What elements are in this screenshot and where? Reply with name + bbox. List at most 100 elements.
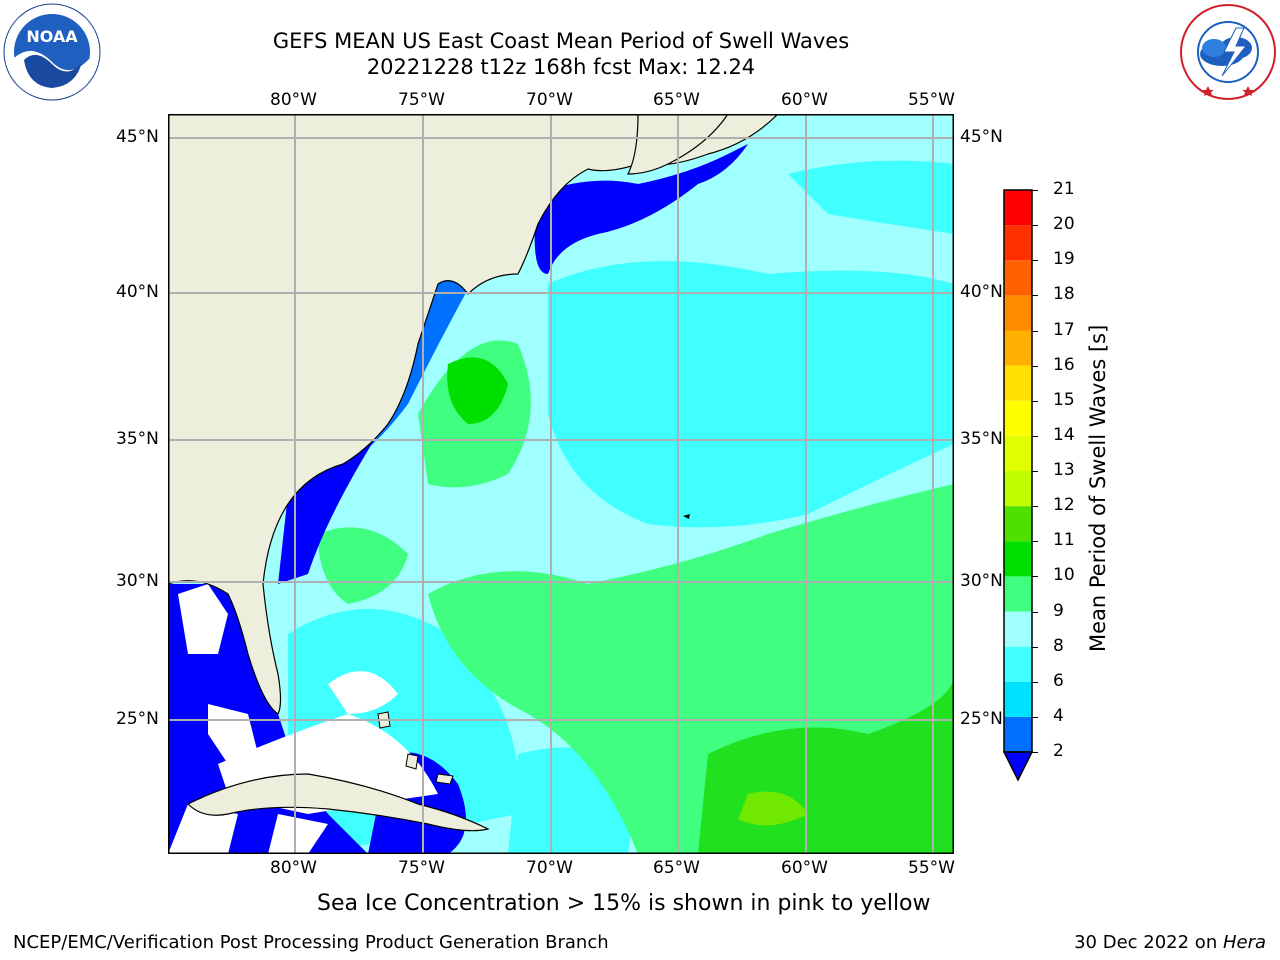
lat-tick-right-30n: 30°N xyxy=(960,571,1003,591)
colorbar-swatch-19 xyxy=(1004,225,1032,261)
lat-tick-right-25n: 25°N xyxy=(960,709,1003,729)
colorbar-swatch-15 xyxy=(1004,365,1032,401)
colorbar-swatch-20 xyxy=(1004,190,1032,226)
colorbar-tick-4 xyxy=(1032,716,1038,718)
lon-tick-top-70w: 70°W xyxy=(526,90,573,110)
colorbar-extend-min xyxy=(1002,751,1034,782)
footer-date: 30 Dec 2022 on xyxy=(1074,932,1223,953)
colorbar-tick-13 xyxy=(1032,471,1038,472)
colorbar-tick-2 xyxy=(1032,752,1038,753)
colorbar-swatch-9 xyxy=(1004,576,1032,612)
colorbar-swatch-10 xyxy=(1004,541,1032,577)
colorbar-tick-16 xyxy=(1032,365,1038,367)
colorbar-swatch-17 xyxy=(1004,295,1032,331)
colorbar-tick-8 xyxy=(1032,646,1038,648)
gridlines xyxy=(168,114,954,854)
lon-tick-top-80w: 80°W xyxy=(270,90,317,110)
region-gulfstream-peak xyxy=(447,357,508,424)
region-southeast-shelf xyxy=(278,434,378,584)
colorbar-swatch-2 xyxy=(1004,716,1032,752)
land-bahamas-3 xyxy=(435,773,454,785)
lat-tick-left-30n: 30°N xyxy=(116,571,159,591)
colorbar-swatch-16 xyxy=(1004,330,1032,366)
colorbar-label-8: 8 xyxy=(1053,635,1064,656)
colorbar-label-2: 2 xyxy=(1053,741,1064,761)
colorbar-swatch-18 xyxy=(1004,260,1032,296)
colorbar-swatch-6 xyxy=(1004,646,1032,682)
no-data-bahamas xyxy=(328,671,398,714)
lon-tick-bottom-60w: 60°W xyxy=(781,858,828,878)
lon-tick-bottom-55w: 55°W xyxy=(908,858,955,878)
lat-tick-left-35n: 35°N xyxy=(116,429,159,449)
lon-tick-bottom-70w: 70°W xyxy=(526,858,573,878)
lon-tick-top-55w: 55°W xyxy=(908,90,955,110)
colorbar-label-12: 12 xyxy=(1053,495,1075,516)
colorbar-tick-6 xyxy=(1032,681,1038,683)
footer-left: NCEP/EMC/Verification Post Processing Pr… xyxy=(13,932,609,953)
colorbar-label-9: 9 xyxy=(1053,600,1064,621)
colorbar-labels: 2 4 6 8 9 10 11 12 13 14 15 16 17 18 19 20 21 xyxy=(1032,0,1110,960)
land-cuba xyxy=(186,773,490,832)
colorbar-label-15: 15 xyxy=(1053,389,1075,410)
land-bermuda xyxy=(683,514,690,519)
no-data-caribbean xyxy=(268,814,328,854)
lon-tick-bottom-80w: 80°W xyxy=(270,858,317,878)
colorbar-tick-21 xyxy=(1032,190,1038,191)
noaa-logo: NOAA xyxy=(2,2,102,102)
lat-tick-left-25n: 25°N xyxy=(116,709,159,729)
map-title-line1: GEFS MEAN US East Coast Mean Period of S… xyxy=(272,29,850,53)
colorbar-label-19: 19 xyxy=(1053,249,1075,270)
region-open-ocean-core xyxy=(548,261,954,528)
colorbar-tick-11 xyxy=(1032,541,1038,543)
land-bahamas-2 xyxy=(405,753,419,770)
sea-ice-caption: Sea Ice Concentration > 15% is shown in … xyxy=(317,891,931,916)
lat-tick-left-45n: 45°N xyxy=(116,127,159,147)
no-data-yucatan xyxy=(168,804,238,854)
lon-tick-top-65w: 65°W xyxy=(653,90,700,110)
swell-period-map xyxy=(168,114,954,854)
lon-tick-top-60w: 60°W xyxy=(781,90,828,110)
colorbar-swatch-4 xyxy=(1004,681,1032,717)
lat-tick-left-40n: 40°N xyxy=(116,282,159,302)
colorbar-tick-14 xyxy=(1032,435,1038,437)
colorbar-label-10: 10 xyxy=(1053,565,1075,586)
colorbar-label-4: 4 xyxy=(1053,705,1064,726)
lon-tick-bottom-65w: 65°W xyxy=(653,858,700,878)
map-frame xyxy=(168,114,954,854)
colorbar-tick-19 xyxy=(1032,260,1038,262)
lon-tick-top-75w: 75°W xyxy=(398,90,445,110)
colorbar-swatch-13 xyxy=(1004,435,1032,471)
nws-logo xyxy=(1178,2,1278,102)
colorbar-label-16: 16 xyxy=(1053,354,1075,375)
colorbar-label-11: 11 xyxy=(1053,530,1075,551)
colorbar-tick-18 xyxy=(1032,295,1038,297)
colorbar-tick-12 xyxy=(1032,506,1038,508)
lat-tick-right-35n: 35°N xyxy=(960,429,1003,449)
colorbar-swatch-8 xyxy=(1004,611,1032,647)
no-data-gulf-1 xyxy=(178,584,228,654)
region-northeast-cyan xyxy=(788,160,954,234)
colorbar-tick-9 xyxy=(1032,611,1038,613)
colorbar-swatch-12 xyxy=(1004,471,1032,507)
colorbar-tick-17 xyxy=(1032,330,1038,332)
region-gulf-of-maine-blue xyxy=(534,144,748,274)
colorbar-swatches xyxy=(1002,189,1034,782)
lon-tick-bottom-75w: 75°W xyxy=(398,858,445,878)
region-carolina-green xyxy=(318,527,408,604)
lat-tick-right-40n: 40°N xyxy=(960,282,1003,302)
region-max-period xyxy=(738,791,808,826)
colorbar-swatch-14 xyxy=(1004,400,1032,436)
lat-tick-right-45n: 45°N xyxy=(960,127,1003,147)
colorbar-tick-15 xyxy=(1032,400,1038,402)
colorbar xyxy=(1000,186,1040,786)
colorbar-label-13: 13 xyxy=(1053,460,1075,480)
map-title-line2: 20221228 t12z 168h fcst Max: 12.24 xyxy=(366,55,756,79)
colorbar-tick-10 xyxy=(1032,576,1038,578)
noaa-logo-text: NOAA xyxy=(26,27,78,46)
colorbar-label-14: 14 xyxy=(1053,424,1075,445)
colorbar-title: Mean Period of Swell Waves [s] xyxy=(1086,324,1110,652)
colorbar-swatch-11 xyxy=(1004,506,1032,542)
colorbar-label-6: 6 xyxy=(1053,670,1064,691)
colorbar-label-18: 18 xyxy=(1053,284,1075,305)
colorbar-label-21: 21 xyxy=(1053,179,1075,199)
